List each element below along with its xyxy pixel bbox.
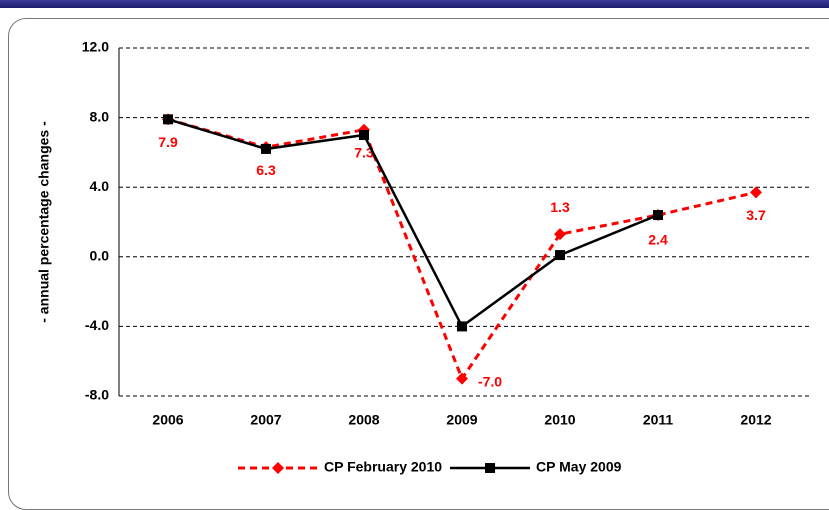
chart: - annual percentage changes - -8.0 -4.0 0.… [36,39,812,475]
y-tick-label: -8.0 [85,387,109,403]
chart-panel [8,18,829,510]
y-tick-label: 0.0 [90,248,110,264]
x-tick-label: 2011 [643,412,674,428]
legend-label: CP May 2009 [536,459,622,475]
data-label: 3.7 [746,207,766,223]
data-point [554,228,566,241]
data-point [359,130,369,140]
x-tick-label: 2007 [250,412,281,428]
y-axis-label: - annual percentage changes - [36,121,52,323]
x-tick-label: 2008 [348,412,379,428]
series-line [167,118,659,329]
data-point [456,372,468,385]
y-tick-label: 4.0 [90,178,110,194]
x-tick-label: 2012 [740,412,771,428]
data-point [555,250,565,261]
data-label: -7.0 [478,373,502,389]
x-tick-label: 2006 [152,412,183,428]
data-point [750,186,762,199]
data-point [163,114,173,125]
y-tick-label: 12.0 [82,39,109,55]
legend-marker [272,462,284,474]
x-tick-label: 2009 [446,412,477,428]
data-label: 2.4 [648,232,668,248]
series-line [167,117,757,382]
legend-label: CP February 2010 [324,459,442,475]
data-label: 1.3 [550,199,570,215]
data-point [457,321,467,332]
data-point [261,143,271,154]
legend-marker [485,463,496,473]
data-label: 6.3 [256,162,276,178]
data-point [653,210,663,221]
y-tick-label: 8.0 [90,108,110,124]
top-bar [0,0,829,8]
data-label: 7.3 [354,144,374,160]
data-label: 7.9 [158,134,178,150]
y-tick-label: -4.0 [85,317,109,333]
x-tick-label: 2010 [544,412,575,428]
